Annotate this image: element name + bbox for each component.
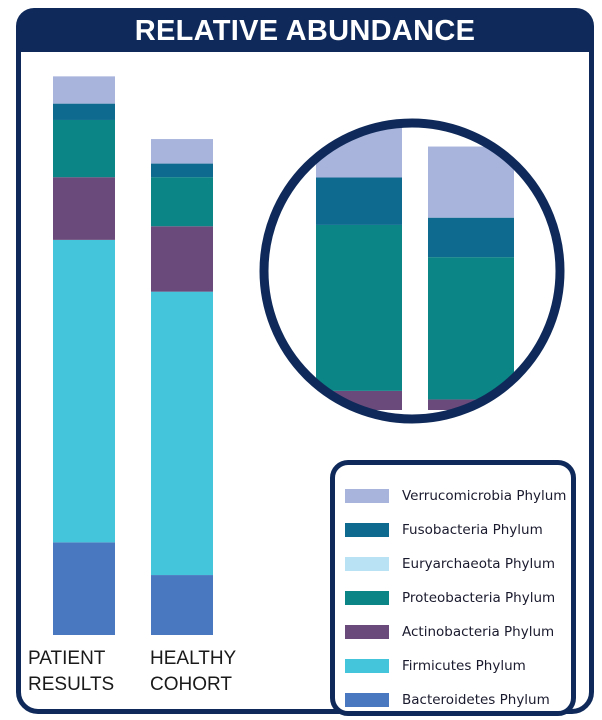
legend-item: Firmicutes Phylum (345, 658, 575, 677)
legend-item: Fusobacteria Phylum (345, 522, 575, 541)
chart-title: RELATIVE ABUNDANCE (16, 8, 594, 52)
bar-segment-fusobacteria-phylum-1 (151, 163, 213, 178)
legend-label: Proteobacteria Phylum (402, 590, 556, 606)
bar-segment-firmicutes-phylum-1 (151, 291, 213, 576)
legend: Verrucomicrobia Phylum Fusobacteria Phylu… (330, 460, 576, 716)
inset-segment-fusobacteria-phylum-1 (428, 217, 514, 258)
bar-segment-proteobacteria-phylum-1 (151, 177, 213, 227)
legend-swatch (345, 523, 389, 537)
bar-segment-proteobacteria-phylum-0 (53, 119, 115, 178)
legend-swatch (345, 625, 389, 639)
legend-swatch (345, 591, 389, 605)
legend-swatch (345, 557, 389, 571)
x-tick-label: COHORT (150, 674, 232, 695)
inset-circle (259, 118, 565, 424)
legend-item: Bacteroidetes Phylum (345, 692, 575, 711)
bar-segment-firmicutes-phylum-0 (53, 239, 115, 543)
legend-swatch (345, 489, 389, 503)
legend-label: Euryarchaeota Phylum (402, 556, 555, 572)
x-tick-label: RESULTS (28, 674, 114, 695)
legend-swatch (345, 659, 389, 673)
bar-segment-bacteroidetes-phylum-1 (151, 575, 213, 635)
bar-segment-verrucomicrobia-phylum-1 (151, 139, 213, 164)
bar-segment-verrucomicrobia-phylum-0 (53, 76, 115, 104)
legend-label: Firmicutes Phylum (402, 658, 526, 674)
legend-swatch (345, 693, 389, 707)
legend-item: Actinobacteria Phylum (345, 624, 575, 643)
inset-segment-verrucomicrobia-phylum-0 (316, 123, 402, 178)
inset-segment-proteobacteria-phylum-1 (428, 257, 514, 400)
legend-label: Verrucomicrobia Phylum (402, 488, 567, 504)
main-bars (53, 76, 213, 635)
x-tick-label: PATIENT (28, 648, 106, 669)
inset-segment-fusobacteria-phylum-0 (316, 177, 402, 225)
legend-item: Verrucomicrobia Phylum (345, 488, 575, 507)
inset-segment-proteobacteria-phylum-0 (316, 224, 402, 391)
bar-segment-actinobacteria-phylum-0 (53, 177, 115, 240)
inset-segment-verrucomicrobia-phylum-1 (428, 146, 514, 218)
bar-segment-bacteroidetes-phylum-0 (53, 542, 115, 635)
legend-label: Bacteroidetes Phylum (402, 692, 550, 708)
bar-segment-fusobacteria-phylum-0 (53, 103, 115, 120)
x-axis-labels: PATIENT RESULTS HEALTHY COHORT (28, 648, 237, 695)
legend-item: Euryarchaeota Phylum (345, 556, 575, 575)
x-tick-label: HEALTHY (150, 648, 237, 669)
bar-segment-actinobacteria-phylum-1 (151, 226, 213, 292)
legend-label: Fusobacteria Phylum (402, 522, 543, 538)
legend-item: Proteobacteria Phylum (345, 590, 575, 609)
legend-label: Actinobacteria Phylum (402, 624, 555, 640)
